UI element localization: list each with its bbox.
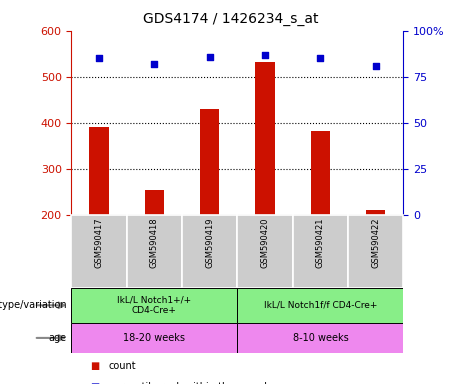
Bar	[71, 323, 237, 353]
Point	[261, 51, 269, 58]
Text: GSM590418: GSM590418	[150, 217, 159, 268]
Bar	[71, 288, 237, 323]
Text: GSM590419: GSM590419	[205, 217, 214, 268]
Bar	[182, 215, 237, 288]
Text: 8-10 weeks: 8-10 weeks	[293, 333, 348, 343]
Bar	[237, 288, 403, 323]
Bar	[366, 210, 385, 215]
Text: ■: ■	[90, 382, 99, 384]
Text: GSM590421: GSM590421	[316, 217, 325, 268]
Bar	[255, 61, 275, 215]
Bar	[127, 215, 182, 288]
Bar	[311, 131, 330, 215]
Text: count: count	[108, 361, 136, 371]
Text: GSM590422: GSM590422	[371, 217, 380, 268]
Text: GSM590417: GSM590417	[95, 217, 104, 268]
Text: GDS4174 / 1426234_s_at: GDS4174 / 1426234_s_at	[143, 12, 318, 25]
Text: IkL/L Notch1+/+
CD4-Cre+: IkL/L Notch1+/+ CD4-Cre+	[118, 296, 191, 315]
Text: age: age	[49, 333, 67, 343]
Text: percentile rank within the sample: percentile rank within the sample	[108, 382, 273, 384]
Bar	[200, 109, 219, 215]
Text: genotype/variation: genotype/variation	[0, 300, 67, 310]
Point	[206, 53, 213, 60]
Point	[372, 63, 379, 69]
Text: IkL/L Notch1f/f CD4-Cre+: IkL/L Notch1f/f CD4-Cre+	[264, 301, 377, 310]
Bar	[237, 215, 293, 288]
Bar	[237, 323, 403, 353]
Bar	[293, 215, 348, 288]
Text: ■: ■	[90, 361, 99, 371]
Text: GSM590420: GSM590420	[260, 217, 270, 268]
Bar	[348, 215, 403, 288]
Text: 18-20 weeks: 18-20 weeks	[124, 333, 185, 343]
Point	[151, 61, 158, 67]
Bar	[71, 215, 127, 288]
Point	[317, 55, 324, 61]
Point	[95, 55, 103, 61]
Bar	[89, 127, 109, 215]
Bar	[145, 190, 164, 215]
